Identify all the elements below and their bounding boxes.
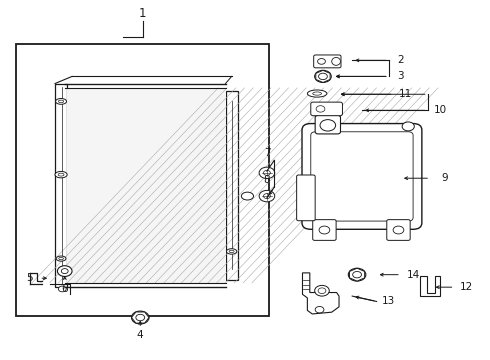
Ellipse shape bbox=[402, 122, 415, 131]
Ellipse shape bbox=[313, 92, 321, 95]
Circle shape bbox=[264, 170, 270, 175]
Circle shape bbox=[61, 269, 68, 274]
Polygon shape bbox=[131, 312, 149, 323]
Polygon shape bbox=[349, 268, 365, 281]
Text: 4: 4 bbox=[137, 330, 144, 341]
Ellipse shape bbox=[307, 90, 327, 97]
Bar bbox=[225, 91, 238, 280]
Circle shape bbox=[315, 285, 329, 296]
Circle shape bbox=[264, 194, 270, 199]
Polygon shape bbox=[316, 70, 330, 82]
FancyBboxPatch shape bbox=[311, 132, 413, 221]
Bar bbox=[55, 84, 67, 287]
Ellipse shape bbox=[332, 58, 341, 65]
Bar bbox=[67, 88, 225, 283]
Circle shape bbox=[318, 59, 325, 64]
Bar bbox=[16, 44, 270, 316]
FancyBboxPatch shape bbox=[315, 115, 341, 134]
Text: 3: 3 bbox=[397, 71, 404, 81]
FancyBboxPatch shape bbox=[387, 220, 410, 240]
FancyBboxPatch shape bbox=[313, 220, 336, 240]
Ellipse shape bbox=[229, 250, 234, 253]
Ellipse shape bbox=[55, 99, 67, 104]
Text: 5: 5 bbox=[26, 273, 33, 283]
Text: 9: 9 bbox=[441, 173, 448, 183]
Circle shape bbox=[315, 306, 324, 313]
Circle shape bbox=[318, 288, 326, 294]
Ellipse shape bbox=[59, 257, 63, 260]
Text: 7: 7 bbox=[264, 148, 270, 158]
Polygon shape bbox=[302, 273, 339, 314]
Ellipse shape bbox=[58, 173, 64, 176]
Text: 2: 2 bbox=[397, 55, 404, 65]
Bar bbox=[67, 88, 225, 283]
Circle shape bbox=[316, 106, 325, 112]
Circle shape bbox=[259, 167, 275, 179]
Circle shape bbox=[259, 190, 275, 202]
Ellipse shape bbox=[226, 249, 237, 254]
Ellipse shape bbox=[56, 256, 66, 261]
Circle shape bbox=[136, 314, 145, 321]
Circle shape bbox=[131, 311, 149, 324]
Text: 8: 8 bbox=[264, 175, 270, 185]
Circle shape bbox=[353, 271, 362, 278]
Circle shape bbox=[57, 266, 72, 276]
FancyBboxPatch shape bbox=[302, 123, 422, 229]
Circle shape bbox=[393, 226, 404, 234]
Circle shape bbox=[320, 120, 336, 131]
Circle shape bbox=[58, 286, 66, 292]
FancyBboxPatch shape bbox=[314, 55, 341, 68]
Circle shape bbox=[318, 73, 327, 80]
Ellipse shape bbox=[55, 171, 67, 178]
Text: 10: 10 bbox=[433, 105, 446, 115]
Text: 14: 14 bbox=[407, 270, 420, 280]
Text: 12: 12 bbox=[460, 282, 473, 292]
Circle shape bbox=[348, 268, 366, 281]
Text: 13: 13 bbox=[382, 296, 395, 306]
FancyBboxPatch shape bbox=[311, 102, 343, 116]
Text: 6: 6 bbox=[61, 284, 68, 294]
Circle shape bbox=[319, 226, 330, 234]
FancyBboxPatch shape bbox=[296, 175, 315, 221]
Circle shape bbox=[315, 70, 331, 82]
Text: 11: 11 bbox=[399, 89, 413, 99]
Ellipse shape bbox=[58, 100, 64, 103]
Ellipse shape bbox=[242, 192, 253, 200]
Text: 1: 1 bbox=[139, 8, 147, 21]
Polygon shape bbox=[420, 276, 440, 296]
